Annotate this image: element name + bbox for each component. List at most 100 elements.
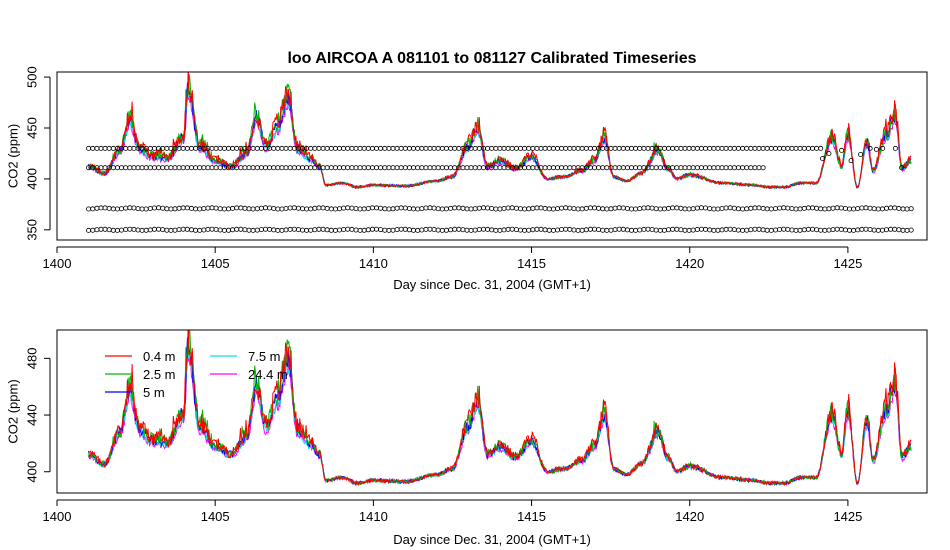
calibration-point xyxy=(526,206,532,212)
calibration-point xyxy=(612,145,618,151)
calibration-point xyxy=(234,226,240,232)
calibration-point xyxy=(719,145,725,151)
calibration-point xyxy=(678,227,684,233)
calibration-point xyxy=(546,145,552,151)
calibration-point xyxy=(670,165,676,171)
calibration-point xyxy=(875,206,881,212)
calibration-point xyxy=(123,145,129,151)
calibration-point xyxy=(415,145,421,151)
calibration-point xyxy=(143,165,149,171)
calibration-point xyxy=(542,165,548,171)
calibration-point xyxy=(600,227,606,233)
calibration-point xyxy=(184,226,190,232)
y-tick-label: 500 xyxy=(24,66,39,88)
calibration-point xyxy=(612,227,618,233)
calibration-point xyxy=(127,165,133,171)
calibration-point xyxy=(756,205,762,211)
calibration-point xyxy=(406,145,412,151)
calibration-point xyxy=(283,165,289,171)
calibration-point xyxy=(814,205,820,211)
calibration-point xyxy=(694,226,700,232)
calibration-point xyxy=(102,145,108,151)
calibration-point xyxy=(452,145,458,151)
calibration-point xyxy=(328,227,334,233)
calibration-point xyxy=(390,206,396,212)
calibration-point xyxy=(781,226,787,232)
calibration-point xyxy=(855,206,861,212)
calibration-point xyxy=(711,165,717,171)
calibration-point xyxy=(694,165,700,171)
calibration-point xyxy=(493,165,499,171)
chart-title: loo AIRCOA A 081101 to 081127 Calibrated… xyxy=(287,50,696,67)
calibration-point xyxy=(567,165,573,171)
calibration-point xyxy=(94,205,100,211)
top-y-axis: 350 400 450 500 xyxy=(24,66,51,241)
calibration-point xyxy=(143,206,149,212)
y-tick-label: 400 xyxy=(24,168,39,190)
calibration-point xyxy=(711,206,717,212)
calibration-point xyxy=(637,165,643,171)
calibration-point xyxy=(114,206,120,212)
calibration-point xyxy=(480,226,486,232)
calibration-point xyxy=(873,146,879,152)
calibration-point xyxy=(254,165,260,171)
calibration-point xyxy=(892,226,898,232)
calibration-point xyxy=(193,206,199,212)
calibration-point xyxy=(86,206,92,212)
calibration-point xyxy=(904,206,910,212)
calibration-point xyxy=(715,145,721,151)
calibration-point xyxy=(851,227,857,233)
calibration-point xyxy=(896,227,902,233)
calibration-point xyxy=(336,145,342,151)
calibration-point xyxy=(369,205,375,211)
calibration-point xyxy=(160,205,166,211)
calibration-point xyxy=(842,227,848,233)
calibration-point xyxy=(361,227,367,233)
calibration-point xyxy=(735,145,741,151)
calibration-point xyxy=(583,145,589,151)
calibration-point xyxy=(151,145,157,151)
calibration-point xyxy=(275,165,281,171)
calibration-point xyxy=(373,205,379,211)
calibration-point xyxy=(225,227,231,233)
calibration-point xyxy=(785,205,791,211)
calibration-point xyxy=(254,227,260,233)
calibration-point xyxy=(624,145,630,151)
calibration-point xyxy=(559,226,565,232)
calibration-point xyxy=(279,206,285,212)
calibration-point xyxy=(838,205,844,211)
calibration-point xyxy=(653,227,659,233)
calibration-point xyxy=(715,227,721,233)
calibration-point xyxy=(275,206,281,212)
calibration-point xyxy=(814,145,820,151)
calibration-point xyxy=(415,227,421,233)
calibration-point xyxy=(666,145,672,151)
calibration-point xyxy=(633,206,639,212)
calibration-point xyxy=(509,226,515,232)
calibration-point xyxy=(135,165,141,171)
calibration-point xyxy=(793,206,799,212)
calibration-point xyxy=(563,205,569,211)
calibration-point xyxy=(267,165,273,171)
calibration-point xyxy=(460,165,466,171)
calibration-point xyxy=(661,206,667,212)
calibration-point xyxy=(719,165,725,171)
calibration-point xyxy=(867,205,873,211)
calibration-point xyxy=(353,206,359,212)
calibration-point xyxy=(657,227,663,233)
calibration-point xyxy=(830,205,836,211)
legend: 0.4 m 2.5 m 5 m 7.5 m 24.4 m xyxy=(105,349,288,400)
calibration-point xyxy=(398,226,404,232)
calibration-point xyxy=(752,226,758,232)
calibration-point xyxy=(127,145,133,151)
legend-label: 24.4 m xyxy=(248,367,288,382)
calibration-point xyxy=(604,165,610,171)
calibration-point xyxy=(472,227,478,233)
calibration-point xyxy=(423,145,429,151)
x-tick-label: 1415 xyxy=(517,509,546,524)
calibration-point xyxy=(899,165,905,171)
series-line-2-5-m xyxy=(88,330,912,487)
calibration-point xyxy=(197,227,203,233)
calibration-point xyxy=(456,226,462,232)
